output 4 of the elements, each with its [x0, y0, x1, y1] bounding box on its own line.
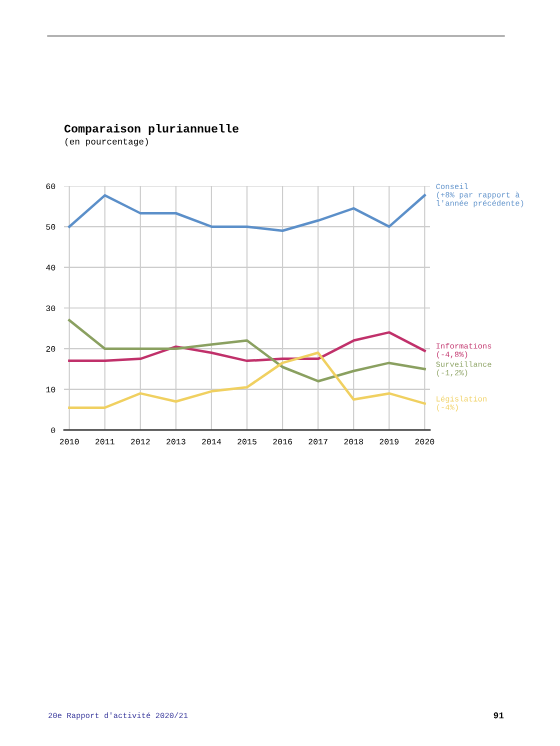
line-series: [68, 194, 426, 232]
line-series: [68, 318, 426, 383]
line-series: [68, 331, 426, 363]
line-series: [68, 351, 426, 409]
